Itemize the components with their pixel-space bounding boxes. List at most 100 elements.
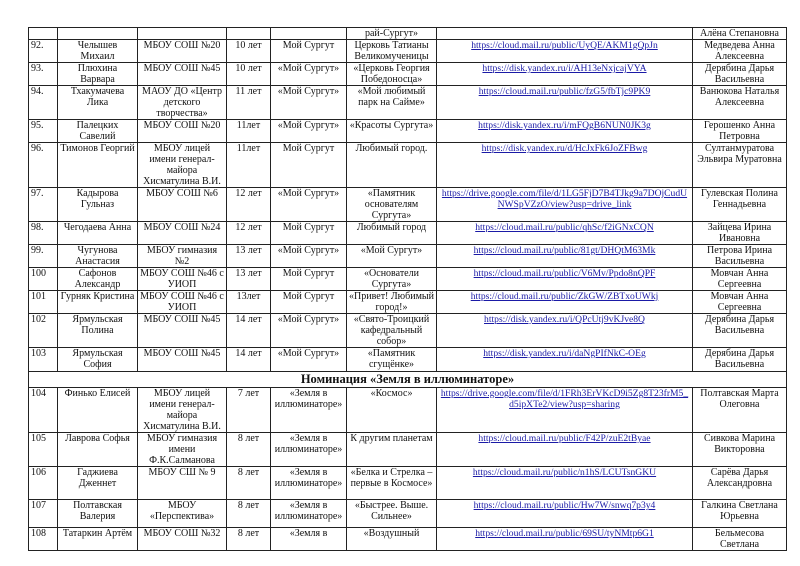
cell-num: 102 bbox=[28, 313, 58, 348]
cell-teacher: Мовчан Анна Сергеевна bbox=[692, 290, 787, 314]
cell-name: Чугунова Анастасия bbox=[57, 244, 138, 268]
work-link[interactable]: https://disk.yandex.ru/i/AH13eNxjcajVYA bbox=[482, 63, 647, 75]
cell-school: МБОУ СОШ №24 bbox=[137, 221, 227, 245]
cell-link: https://cloud.mail.ru/public/fzG5/fbTjc9… bbox=[436, 85, 693, 120]
cell-title: рай-Сургут» bbox=[346, 27, 437, 40]
cell-age: 14 лет bbox=[226, 347, 271, 372]
work-link[interactable]: https://cloud.mail.ru/public/qhSc/f2iGNx… bbox=[475, 222, 654, 234]
cell-school: МБОУ СОШ №45 bbox=[137, 62, 227, 86]
cell-title: «Мой любимый парк на Сайме» bbox=[346, 85, 437, 120]
cell-school: МАОУ ДО «Центр детского творчества» bbox=[137, 85, 227, 120]
work-link[interactable]: https://cloud.mail.ru/public/fzG5/fbTjc9… bbox=[478, 86, 651, 98]
cell-age: 8 лет bbox=[226, 432, 271, 467]
cell-link: https://cloud.mail.ru/public/ZkGW/ZBTxoU… bbox=[436, 290, 693, 314]
cell-teacher: Мовчан Анна Сергеевна bbox=[692, 267, 787, 291]
cell-num: 103 bbox=[28, 347, 58, 372]
cell-num: 95. bbox=[28, 119, 58, 143]
table-row: рай-Сургут» Алёна Степановна bbox=[28, 27, 787, 40]
cell-title: «Памятник основателям Сургута» bbox=[346, 187, 437, 222]
work-link[interactable]: https://disk.yandex.ru/i/daNgPIfNkC-OEg bbox=[483, 348, 646, 360]
cell-link: https://cloud.mail.ru/public/81gt/DHQtM6… bbox=[436, 244, 693, 268]
cell-age: 11лет bbox=[226, 119, 271, 143]
cell-nomination: «Земля в bbox=[270, 527, 347, 551]
cell-name: Палецких Савелий bbox=[57, 119, 138, 143]
cell-name: Финько Елисей bbox=[57, 387, 138, 433]
cell-age: 8 лет bbox=[226, 499, 271, 528]
participants-table: рай-Сургут» Алёна Степановна 92. Челышев Ми… bbox=[28, 27, 787, 551]
cell-teacher: Герошенко Анна Петровна bbox=[692, 119, 787, 143]
cell-age: 8 лет bbox=[226, 527, 271, 551]
work-link[interactable]: https://cloud.mail.ru/public/81gt/DHQtM6… bbox=[473, 245, 656, 257]
cell-link: https://disk.yandex.ru/i/AH13eNxjcajVYA bbox=[436, 62, 693, 86]
cell-school: МБОУ лицей имени генерал-майора Хисматул… bbox=[137, 387, 227, 433]
cell-nomination: «Земля в иллюминаторе» bbox=[270, 432, 347, 467]
cell-num: 93. bbox=[28, 62, 58, 86]
cell-title: «Космос» bbox=[346, 387, 437, 433]
cell-name: Чегодаева Анна bbox=[57, 221, 138, 245]
cell-title: Церковь Татианы Великомученицы bbox=[346, 39, 437, 63]
cell-nomination: «Мой Сургут» bbox=[270, 244, 347, 268]
cell-school: МБОУ СОШ №46 с УИОП bbox=[137, 290, 227, 314]
cell-name: Сафонов Александр bbox=[57, 267, 138, 291]
work-link[interactable]: https://cloud.mail.ru/public/n1hS/LCUTsn… bbox=[472, 467, 657, 479]
work-link[interactable]: https://cloud.mail.ru/public/F42P/zuE2tB… bbox=[478, 433, 651, 445]
cell-age: 11лет bbox=[226, 142, 271, 188]
cell-teacher: Бельмесова Светлана bbox=[692, 527, 787, 551]
cell-nomination: «Мой Сургут» bbox=[270, 62, 347, 86]
cell-num: 100 bbox=[28, 267, 58, 291]
table-row: 100 Сафонов Александр МБОУ СОШ №46 с УИОП 1… bbox=[28, 267, 787, 291]
cell-title: «Церковь Георгия Победоносца» bbox=[346, 62, 437, 86]
cell-nomination: «Мой Сургут» bbox=[270, 347, 347, 372]
table-row: 107 Полтавская Валерия МБОУ «Перспектива» 8… bbox=[28, 499, 787, 528]
cell-nomination: «Мой Сургут» bbox=[270, 119, 347, 143]
work-link[interactable]: https://drive.google.com/file/d/1LG5FjD7… bbox=[441, 188, 688, 211]
work-link[interactable]: https://cloud.mail.ru/public/V6Mv/Ppdo8n… bbox=[473, 268, 656, 280]
work-link[interactable]: https://cloud.mail.ru/public/UyQE/AKM1gQ… bbox=[471, 40, 658, 52]
cell-nomination bbox=[270, 27, 347, 40]
work-link[interactable]: https://disk.yandex.ru/i/mFQgB6NUN0JK3g bbox=[478, 120, 651, 132]
table-row: 104 Финько Елисей МБОУ лицей имени генерал… bbox=[28, 387, 787, 433]
cell-link: https://cloud.mail.ru/public/69SU/tyNMtp… bbox=[436, 527, 693, 551]
cell-name bbox=[57, 27, 138, 40]
table-row: 95. Палецких Савелий МБОУ СОШ №20 11лет «Мой… bbox=[28, 119, 787, 143]
cell-teacher: Зайцева Ирина Ивановна bbox=[692, 221, 787, 245]
table-row: 108 Татаркин Артём МБОУ СОШ №32 8 лет «Земля… bbox=[28, 527, 787, 551]
cell-teacher: Дерябина Дарья Васильевна bbox=[692, 313, 787, 348]
table-row: 93. Плюхина Варвара МБОУ СОШ №45 10 лет «Мой… bbox=[28, 62, 787, 86]
cell-age: 13 лет bbox=[226, 267, 271, 291]
cell-title: «Привет! Любимый город!» bbox=[346, 290, 437, 314]
cell-num: 106 bbox=[28, 466, 58, 500]
cell-nomination: «Мой Сургут» bbox=[270, 313, 347, 348]
table-row: 96. Тимонов Георгий МБОУ лицей имени генер… bbox=[28, 142, 787, 188]
cell-school: МБОУ гимназия имени Ф.К.Салманова bbox=[137, 432, 227, 467]
cell-link bbox=[436, 27, 693, 40]
cell-num: 98. bbox=[28, 221, 58, 245]
cell-name: Ярмульская Полина bbox=[57, 313, 138, 348]
table-row: 97. Кадырова Гульназ МБОУ СОШ №6 12 лет «Мой… bbox=[28, 187, 787, 222]
table-row: 98. Чегодаева Анна МБОУ СОШ №24 12 лет Мой С… bbox=[28, 221, 787, 245]
cell-teacher: Алёна Степановна bbox=[692, 27, 787, 40]
cell-link: https://drive.google.com/file/d/1LG5FjD7… bbox=[436, 187, 693, 222]
work-link[interactable]: https://drive.google.com/file/d/1FRh3ErV… bbox=[440, 388, 689, 411]
work-link[interactable]: https://disk.yandex.ru/i/QPcUtj9vKJve8Q bbox=[484, 314, 645, 326]
cell-age: 13лет bbox=[226, 290, 271, 314]
cell-teacher: Дерябина Дарья Васильевна bbox=[692, 62, 787, 86]
cell-nomination: «Мой Сургут» bbox=[270, 85, 347, 120]
cell-school: МБОУ СОШ №6 bbox=[137, 187, 227, 222]
table-row: 103 Ярмульская София МБОУ СОШ №45 14 лет «Мо… bbox=[28, 347, 787, 372]
work-link[interactable]: https://cloud.mail.ru/public/69SU/tyNMtp… bbox=[475, 528, 654, 540]
cell-num: 92. bbox=[28, 39, 58, 63]
cell-name: Тхакумачева Лика bbox=[57, 85, 138, 120]
table-row: 94. Тхакумачева Лика МАОУ ДО «Центр детско… bbox=[28, 85, 787, 120]
work-link[interactable]: https://cloud.mail.ru/public/Hw7W/snwq7p… bbox=[473, 500, 656, 512]
cell-title: «Основатели Сургута» bbox=[346, 267, 437, 291]
cell-nomination: Мой Сургут bbox=[270, 221, 347, 245]
cell-school: МБОУ СОШ №20 bbox=[137, 39, 227, 63]
work-link[interactable]: https://disk.yandex.ru/d/HcJxFk6JoZFBwg bbox=[481, 143, 648, 155]
cell-title: «Свято-Троицкий кафедральный собор» bbox=[346, 313, 437, 348]
cell-link: https://cloud.mail.ru/public/Hw7W/snwq7p… bbox=[436, 499, 693, 528]
work-link[interactable]: https://cloud.mail.ru/public/ZkGW/ZBTxoU… bbox=[470, 291, 659, 303]
cell-nomination: Мой Сургут bbox=[270, 290, 347, 314]
cell-num: 108 bbox=[28, 527, 58, 551]
cell-nomination: «Мой Сургут» bbox=[270, 187, 347, 222]
